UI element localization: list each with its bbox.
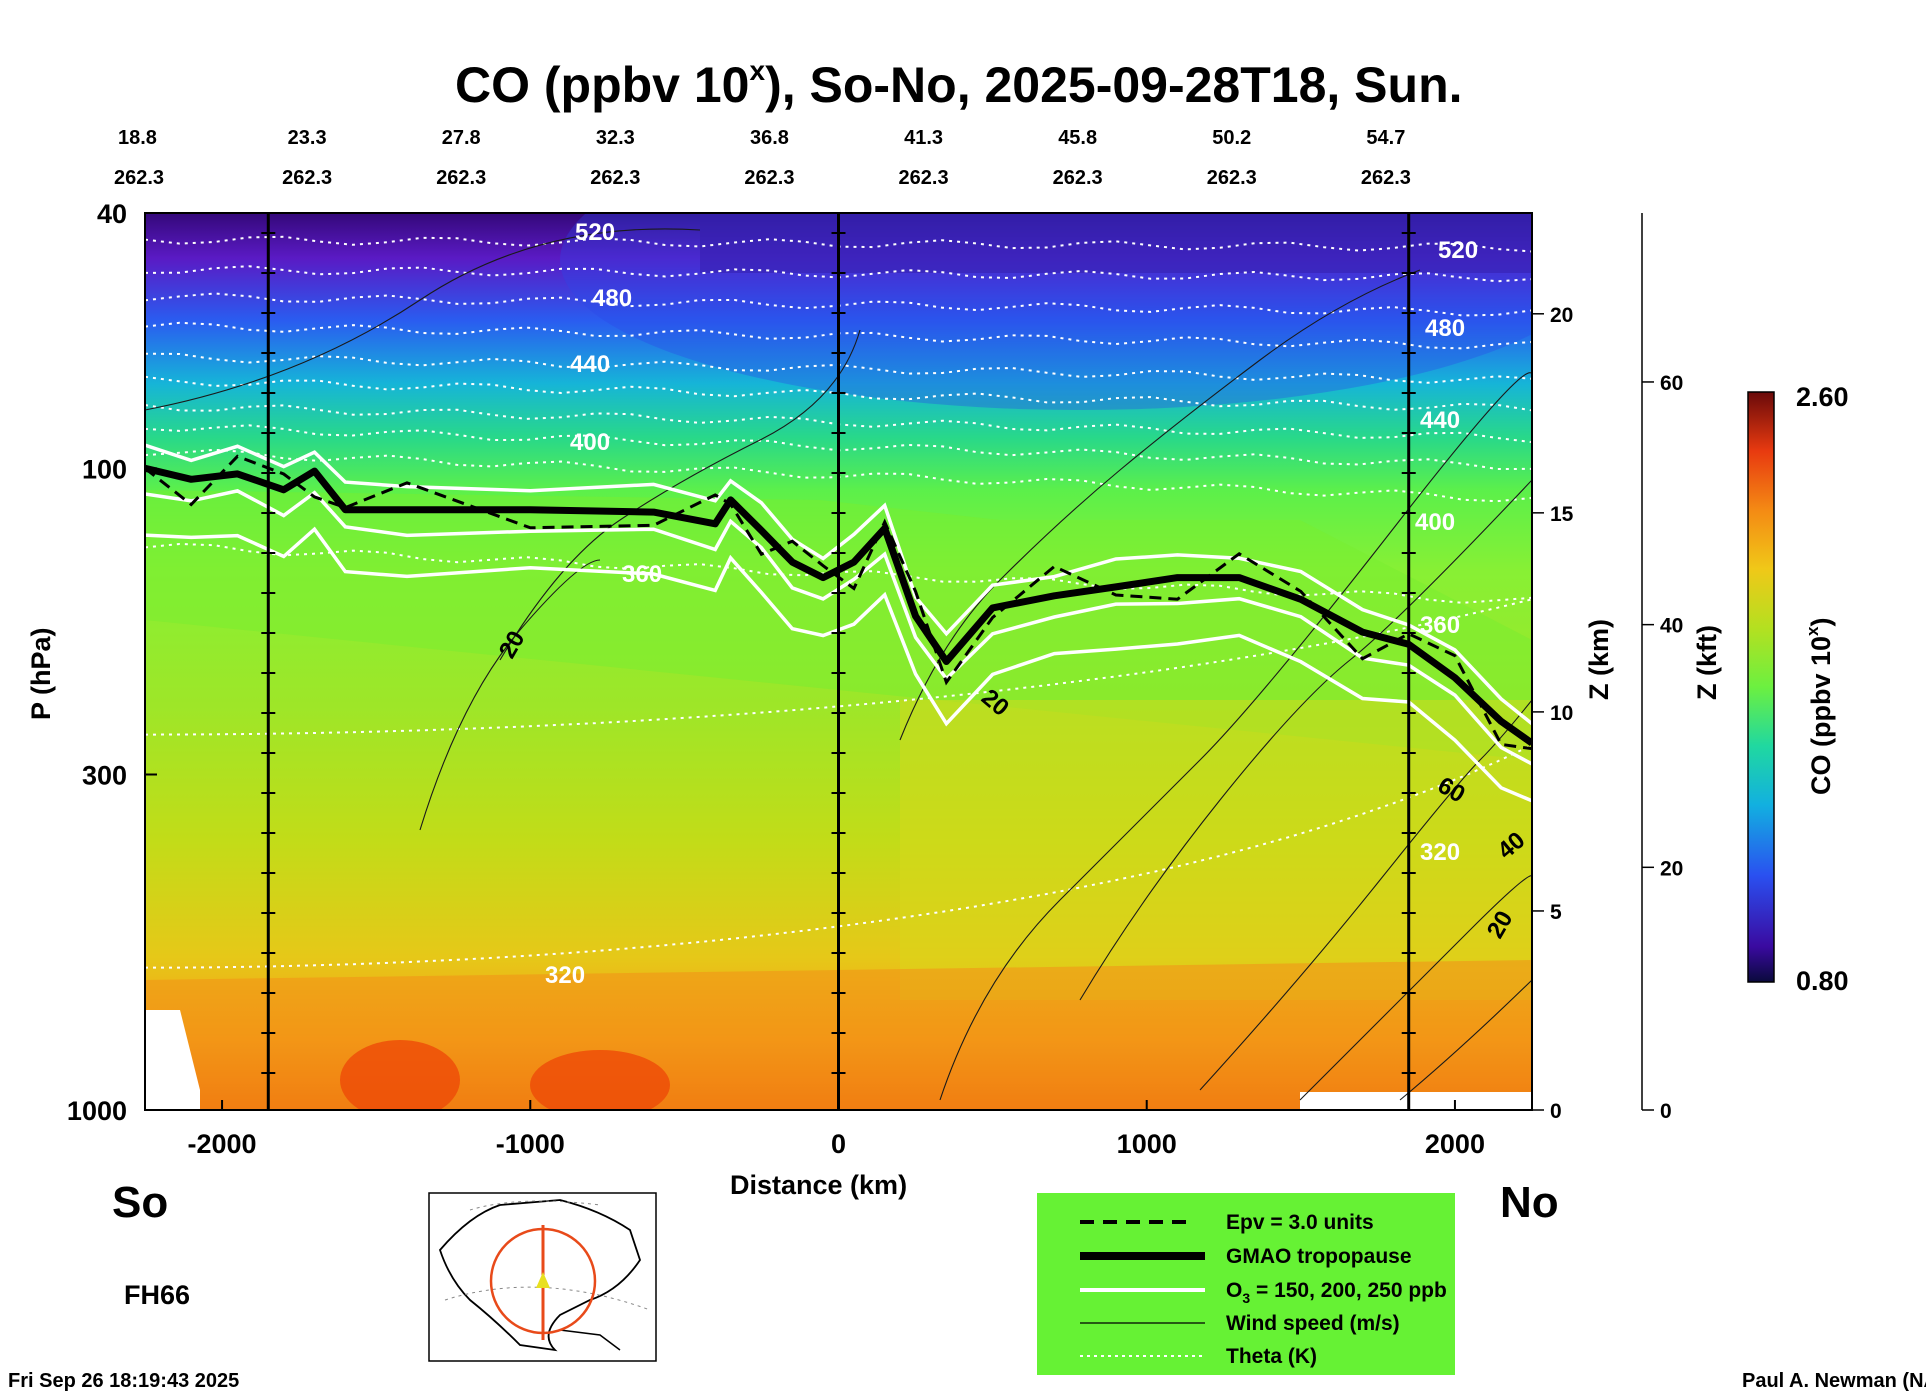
north-label: No bbox=[1500, 1178, 1559, 1227]
station-verticals bbox=[261, 213, 1416, 1110]
chart-title: CO (ppbv 10x), So-No, 2025-09-28T18, Sun… bbox=[455, 55, 1463, 113]
x-tick-label: -2000 bbox=[188, 1129, 257, 1159]
lon-value: 262.3 bbox=[899, 167, 949, 189]
theta-contour bbox=[145, 598, 1532, 736]
z-kft-tick-label: 20 bbox=[1660, 857, 1683, 880]
wind-contour bbox=[1399, 979, 1532, 1101]
z-km-tick-label: 0 bbox=[1550, 1100, 1562, 1123]
theta-label: 360 bbox=[1420, 612, 1460, 639]
z-kft-tick-label: 40 bbox=[1660, 615, 1683, 638]
wind-contour bbox=[939, 372, 1532, 1101]
lon-value: 262.3 bbox=[282, 167, 332, 189]
y-tick-label: 100 bbox=[82, 454, 127, 484]
theta-label: 440 bbox=[570, 351, 610, 378]
theta-label: 400 bbox=[1415, 509, 1455, 536]
lon-value: 262.3 bbox=[114, 167, 164, 189]
legend-theta: Theta (K) bbox=[1226, 1345, 1317, 1368]
z-km-axis: 0 5 10 15 20 bbox=[1531, 213, 1574, 1123]
ozone-contour bbox=[145, 443, 1532, 726]
theta-label: 320 bbox=[1420, 839, 1460, 866]
lon-value: 262.3 bbox=[590, 167, 640, 189]
x-tick-label: -1000 bbox=[496, 1129, 565, 1159]
z-km-tick-label: 20 bbox=[1550, 304, 1573, 327]
x-tick-label: 2000 bbox=[1425, 1129, 1485, 1159]
lat-value: 54.7 bbox=[1366, 127, 1405, 149]
z-kft-tick-label: 0 bbox=[1660, 1100, 1672, 1123]
lat-value: 32.3 bbox=[596, 127, 635, 149]
credit: Paul A. Newman (NASA bbox=[1742, 1370, 1926, 1392]
theta-label: 520 bbox=[1438, 237, 1478, 264]
wind-contour bbox=[899, 269, 1421, 741]
wind-contour bbox=[499, 329, 861, 661]
co-field bbox=[145, 213, 1532, 1110]
lat-values: 18.8 23.3 27.8 32.3 36.8 41.3 45.8 50.2 54.7 bbox=[118, 127, 1405, 149]
legend-ozone: O3 = 150, 200, 250 ppb bbox=[1226, 1279, 1447, 1306]
theta-label: 440 bbox=[1420, 407, 1460, 434]
lon-value: 262.3 bbox=[1361, 167, 1411, 189]
timestamp: Fri Sep 26 18:19:43 2025 bbox=[8, 1370, 239, 1392]
ozone-contour bbox=[145, 526, 1532, 803]
lat-value: 41.3 bbox=[904, 127, 943, 149]
theta-label: 360 bbox=[622, 561, 662, 588]
lat-value: 45.8 bbox=[1058, 127, 1097, 149]
colorbar-max: 2.60 bbox=[1796, 382, 1849, 412]
lon-value: 262.3 bbox=[1053, 167, 1103, 189]
z-kft-tick-label: 60 bbox=[1660, 372, 1683, 395]
x-tick-label: 1000 bbox=[1117, 1129, 1177, 1159]
theta-label: 480 bbox=[1425, 315, 1465, 342]
legend-tropopause: GMAO tropopause bbox=[1226, 1245, 1412, 1268]
theta-label: 480 bbox=[592, 285, 632, 312]
tropopause-polyline bbox=[145, 464, 1532, 746]
legend: Epv = 3.0 units GMAO tropopause O3 = 150… bbox=[1037, 1193, 1455, 1375]
tropopause-line bbox=[145, 464, 1532, 746]
x-axis-label: Distance (km) bbox=[730, 1170, 907, 1200]
y-axis-ticks: 40 100 300 1000 bbox=[67, 199, 157, 1126]
lat-value: 27.8 bbox=[442, 127, 481, 149]
theta-label: 520 bbox=[575, 219, 615, 246]
z-km-tick-label: 15 bbox=[1550, 503, 1574, 526]
z-km-tick-label: 10 bbox=[1550, 702, 1573, 725]
x-tick-label: 0 bbox=[831, 1129, 846, 1159]
lat-value: 36.8 bbox=[750, 127, 789, 149]
colorbar bbox=[1747, 391, 1775, 983]
legend-epv: Epv = 3.0 units bbox=[1226, 1211, 1374, 1234]
y-axis-label: P (hPa) bbox=[26, 627, 56, 720]
lat-value: 18.8 bbox=[118, 127, 157, 149]
theta-label: 320 bbox=[545, 962, 585, 989]
z-kft-axis: 0 20 40 60 bbox=[1641, 213, 1683, 1123]
legend-wind: Wind speed (m/s) bbox=[1226, 1312, 1400, 1335]
lon-value: 262.3 bbox=[436, 167, 486, 189]
lat-value: 23.3 bbox=[288, 127, 327, 149]
epv-contour bbox=[145, 454, 1532, 751]
y-tick-label: 40 bbox=[97, 199, 127, 229]
forecast-hour: FH66 bbox=[124, 1280, 190, 1310]
lon-value: 262.3 bbox=[1207, 167, 1257, 189]
ozone-contours bbox=[145, 443, 1532, 803]
inset-map bbox=[428, 1192, 657, 1362]
ozone-contour bbox=[145, 489, 1532, 766]
epv-line bbox=[145, 454, 1532, 751]
z-km-tick-label: 5 bbox=[1550, 901, 1562, 924]
x-axis-ticks: -2000 -1000 0 1000 2000 bbox=[188, 1100, 1485, 1159]
colorbar-label: CO (ppbv 10x) bbox=[1803, 618, 1836, 796]
wind-contour bbox=[1299, 875, 1532, 1101]
z-kft-axis-label: Z (kft) bbox=[1692, 625, 1722, 700]
y-tick-label: 1000 bbox=[67, 1096, 127, 1126]
south-label: So bbox=[112, 1178, 168, 1227]
wind-contour bbox=[145, 228, 701, 411]
lat-value: 50.2 bbox=[1212, 127, 1251, 149]
theta-label: 400 bbox=[570, 429, 610, 456]
y-tick-label: 300 bbox=[82, 760, 127, 790]
lon-values: 262.3 262.3 262.3 262.3 262.3 262.3 262.3 262.3… bbox=[114, 167, 1411, 189]
lon-value: 262.3 bbox=[744, 167, 794, 189]
colorbar-min: 0.80 bbox=[1796, 966, 1849, 996]
wind-contour bbox=[1079, 479, 1532, 1001]
z-km-axis-label: Z (km) bbox=[1584, 619, 1614, 700]
